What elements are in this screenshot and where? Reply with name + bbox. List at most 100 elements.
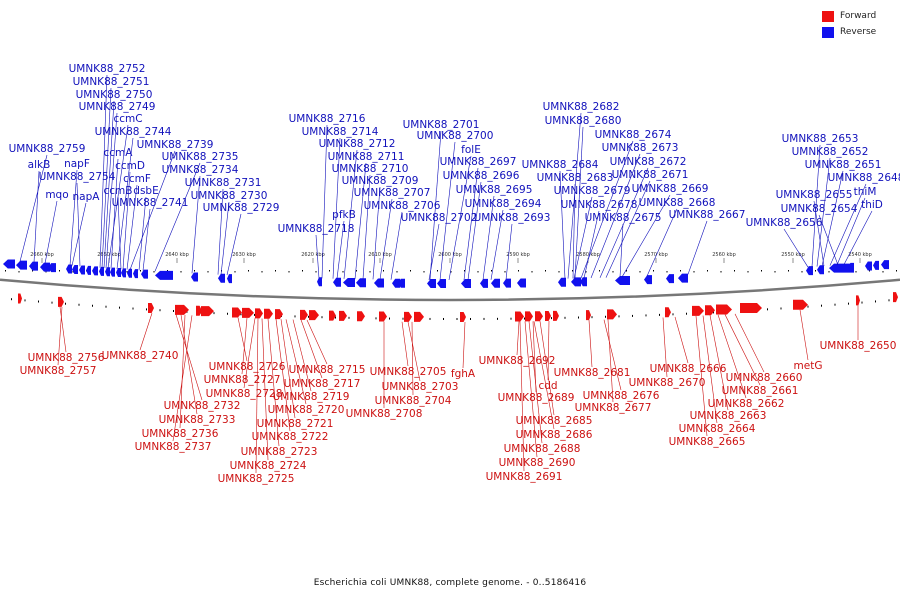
minor-tick <box>477 271 479 273</box>
reverse-gene-label: UMNK88_2718 <box>278 223 355 235</box>
forward-leader-line <box>519 321 525 472</box>
forward-leader-line <box>524 321 538 458</box>
reverse-gene-label: UMNK88_2744 <box>95 126 172 138</box>
scale-label: 2610 kbp <box>368 252 392 258</box>
forward-gene-label: UMNK88_2723 <box>241 446 318 458</box>
minor-tick <box>288 271 290 273</box>
minor-tick <box>470 317 471 320</box>
reverse-gene-label: UMNK88_2700 <box>417 130 494 142</box>
reverse-leader-line <box>599 167 649 278</box>
minor-tick <box>140 270 141 272</box>
minor-tick <box>713 311 714 314</box>
reverse-gene-label: UMNK88_2684 <box>522 159 599 171</box>
reverse-leader-line <box>226 213 242 276</box>
forward-leader-line <box>57 306 63 366</box>
reverse-leader-line <box>583 210 600 279</box>
forward-leader-line <box>172 315 193 442</box>
genome-backbone <box>0 278 900 302</box>
reverse-gene-label: UMNK88_2668 <box>639 197 716 209</box>
forward-gene-label: UMNK88_2740 <box>102 350 179 362</box>
reverse-leader-line <box>559 170 566 279</box>
minor-tick <box>32 270 33 272</box>
forward-gene-label: UMNK88_2727 <box>204 374 281 386</box>
minor-tick <box>834 303 836 306</box>
minor-tick <box>213 312 215 315</box>
forward-gene-label: UMNK88_2691 <box>486 471 563 483</box>
reverse-leader-line <box>217 188 224 275</box>
reverse-gene-label: UMNK88_2652 <box>792 146 869 158</box>
reverse-leader-line <box>463 167 479 281</box>
minor-tick <box>504 271 506 273</box>
reverse-gene-label: thiM <box>854 186 877 198</box>
reverse-gene-arrow <box>121 268 126 278</box>
reverse-leader-line <box>44 200 58 264</box>
reverse-leader-line <box>490 209 504 280</box>
reverse-leader-line <box>621 194 671 278</box>
forward-gene-arrow <box>705 305 715 316</box>
reverse-leader-line <box>580 140 634 279</box>
minor-tick <box>780 307 782 310</box>
minor-tick <box>356 270 357 272</box>
forward-gene-label: UMNK88_2677 <box>575 402 652 414</box>
minor-tick <box>78 303 80 306</box>
reverse-leader-line <box>372 186 381 280</box>
minor-tick <box>599 270 600 272</box>
forward-leader-line <box>724 314 761 386</box>
minor-tick <box>801 271 803 273</box>
reverse-gene-label: UMNK88_2695 <box>456 184 533 196</box>
reverse-leader-line <box>99 74 108 268</box>
reverse-gene-label: UMNK88_2671 <box>612 169 689 181</box>
minor-tick <box>5 270 6 272</box>
minor-tick <box>437 270 438 272</box>
minor-tick <box>159 309 161 312</box>
forward-gene-label: UMNK88_2704 <box>375 395 452 407</box>
reverse-gene-label: UMNK88_2716 <box>289 113 366 125</box>
forward-gene-label: UMNK88_2661 <box>722 385 799 397</box>
minor-tick <box>483 317 485 320</box>
reverse-gene-arrow <box>356 278 366 288</box>
minor-tick <box>666 271 668 273</box>
forward-leader-line <box>139 313 153 351</box>
reverse-gene-label: UMNK88_2648 <box>828 172 900 184</box>
minor-tick <box>410 270 411 272</box>
reverse-genes <box>3 259 889 288</box>
reverse-swatch <box>822 26 834 38</box>
minor-tick <box>869 270 870 272</box>
minor-tick <box>248 270 249 272</box>
forward-leader-line <box>607 319 614 403</box>
reverse-gene-arrow <box>480 278 488 288</box>
minor-tick <box>275 270 276 272</box>
reverse-gene-label: UMNK88_2702 <box>401 212 478 224</box>
forward-gene-label: UMNK88_2717 <box>284 378 361 390</box>
reverse-gene-label: ccmD <box>115 160 145 172</box>
forward-leader-line <box>674 316 689 364</box>
reverse-gene-label: UMNK88_2710 <box>332 163 409 175</box>
reverse-gene-label: UMNK88_2694 <box>465 198 542 210</box>
reverse-gene-label: ccmB <box>104 185 133 197</box>
reverse-leader-line <box>811 144 821 267</box>
forward-gene-label: UMNK88_2757 <box>20 365 97 377</box>
forward-gene-arrow <box>232 307 242 318</box>
minor-tick <box>443 317 444 320</box>
forward-leader-line <box>539 321 555 416</box>
forward-gene-arrow <box>692 305 704 316</box>
reverse-leader-line <box>110 158 119 269</box>
forward-gene-label: UMNK88_2737 <box>135 441 212 453</box>
reverse-leader-line <box>572 183 576 279</box>
reverse-leader-line <box>467 181 482 281</box>
reverse-leader-line <box>687 220 708 275</box>
minor-tick <box>626 270 627 272</box>
forward-gene-label: UMNK88_2650 <box>820 340 897 352</box>
forward-leader-line <box>401 321 409 367</box>
reverse-leader-line <box>107 124 129 269</box>
forward-gene-label: UMNK88_2663 <box>690 410 767 422</box>
forward-leader-line <box>241 317 248 375</box>
forward-gene-arrow <box>175 304 189 315</box>
reverse-leader-line <box>590 153 641 279</box>
forward-gene-arrow <box>300 309 308 320</box>
minor-tick <box>672 313 674 316</box>
reverse-gene-label: alkB <box>28 159 51 171</box>
reverse-gene-label: UMNK88_2683 <box>537 172 614 184</box>
minor-tick <box>315 271 317 273</box>
forward-gene-arrow <box>535 311 543 322</box>
